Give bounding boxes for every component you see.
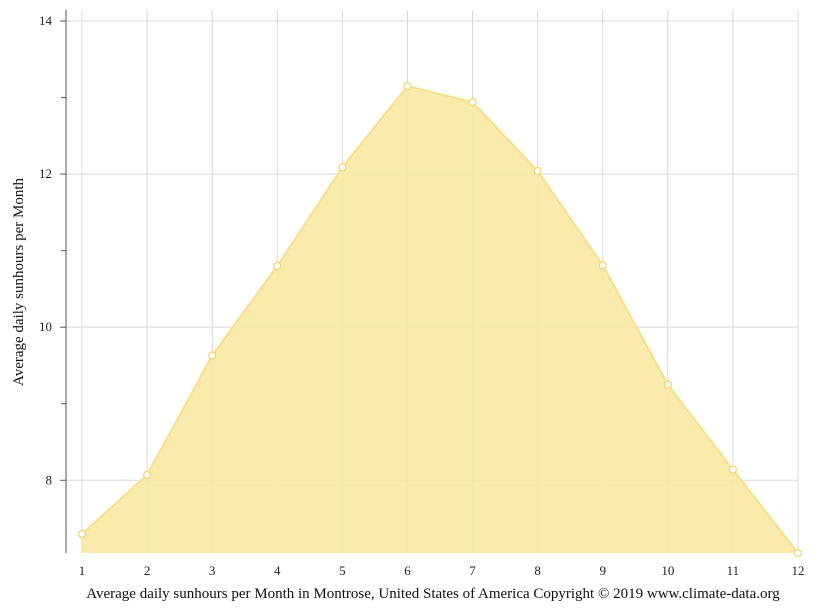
x-tick-label: 1 xyxy=(79,563,86,578)
area-series xyxy=(81,84,799,554)
y-axis-title: Average daily sunhours per Month xyxy=(11,178,27,387)
x-tick-label: 10 xyxy=(661,563,674,578)
y-tick-label: 12 xyxy=(39,166,52,181)
data-point xyxy=(598,261,607,270)
data-point xyxy=(728,465,738,474)
data-point xyxy=(793,548,803,558)
y-tick-label: 10 xyxy=(39,319,52,334)
chart-caption: Average daily sunhours per Month in Mont… xyxy=(86,586,780,602)
data-point xyxy=(403,81,412,91)
x-tick-label: 11 xyxy=(727,563,740,578)
x-tick-label: 4 xyxy=(274,563,281,578)
series-line xyxy=(81,84,799,554)
area-fill xyxy=(82,86,798,553)
y-tick-label: 8 xyxy=(46,472,53,487)
x-tick-label: 2 xyxy=(144,563,151,578)
data-point xyxy=(208,351,217,360)
x-tick-label: 3 xyxy=(209,563,216,578)
data-point xyxy=(273,261,282,271)
x-tick-label: 5 xyxy=(339,563,346,578)
data-point xyxy=(468,98,477,107)
data-point xyxy=(142,470,152,480)
data-point xyxy=(77,529,87,538)
data-point xyxy=(533,166,542,176)
x-tick-label: 12 xyxy=(792,563,805,578)
data-point xyxy=(663,380,672,389)
x-tick-label: 7 xyxy=(469,563,476,578)
x-tick-label: 8 xyxy=(534,563,541,578)
data-points xyxy=(77,81,803,558)
x-tick-label: 9 xyxy=(599,563,606,578)
data-point xyxy=(338,163,347,172)
y-tick-label: 14 xyxy=(39,13,53,28)
x-tick-label: 6 xyxy=(404,563,411,578)
